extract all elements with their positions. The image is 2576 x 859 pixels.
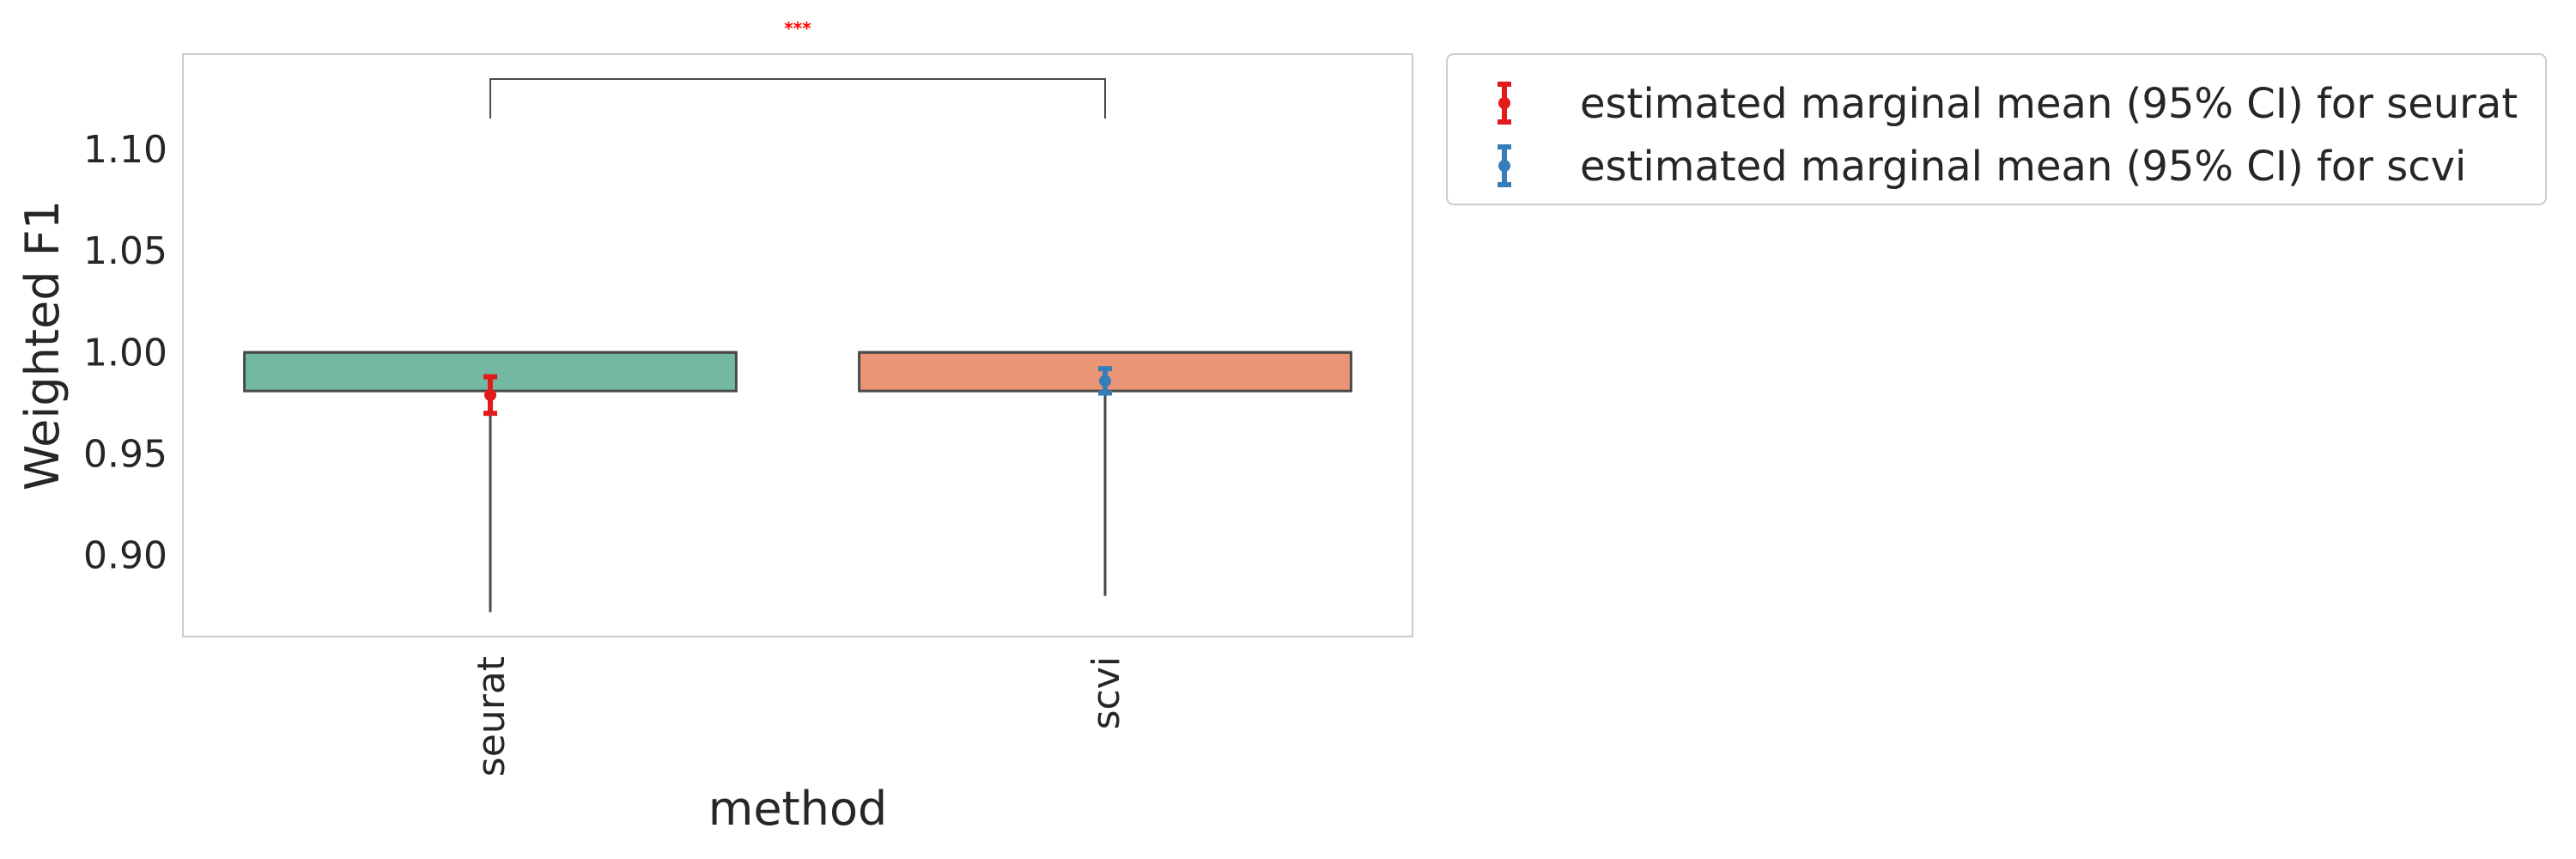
x-tick-label-scvi: scvi [1084,656,1128,729]
legend-item-scvi: estimated marginal mean (95% CI) for scv… [1498,143,2466,191]
significance-label: *** [784,18,811,39]
y-tick-label: 1.05 [83,229,167,273]
significance-bracket [489,78,1106,119]
mean-point-scvi [1099,375,1111,387]
significance: *** [489,18,1106,119]
y-tick-label: 0.90 [83,534,167,578]
legend-item-seurat: estimated marginal mean (95% CI) for seu… [1498,80,2518,128]
y-axis-label: Weighted F1 [15,200,70,490]
legend-label-scvi: estimated marginal mean (95% CI) for scv… [1580,143,2466,191]
mean-point-legend-scvi [1498,160,1510,172]
x-tick-labels: seurat scvi [470,656,1128,777]
x-axis-label: method [708,782,888,836]
emmeans [483,366,1112,417]
y-tick-label: 1.10 [83,128,167,172]
mean-point-seurat [484,388,496,401]
plot-area [182,53,1413,637]
legend: estimated marginal mean (95% CI) for seu… [1446,53,2547,205]
y-tick-label: 1.00 [83,331,167,375]
legend-frame [1446,53,2547,205]
y-tick-label: 0.95 [83,432,167,476]
legend-label-seurat: estimated marginal mean (95% CI) for seu… [1580,80,2518,128]
x-tick-label-seurat: seurat [470,656,513,777]
mean-point-legend-seurat [1498,97,1510,109]
y-tick-labels: 0.90 0.95 1.00 1.05 1.10 [83,128,167,577]
